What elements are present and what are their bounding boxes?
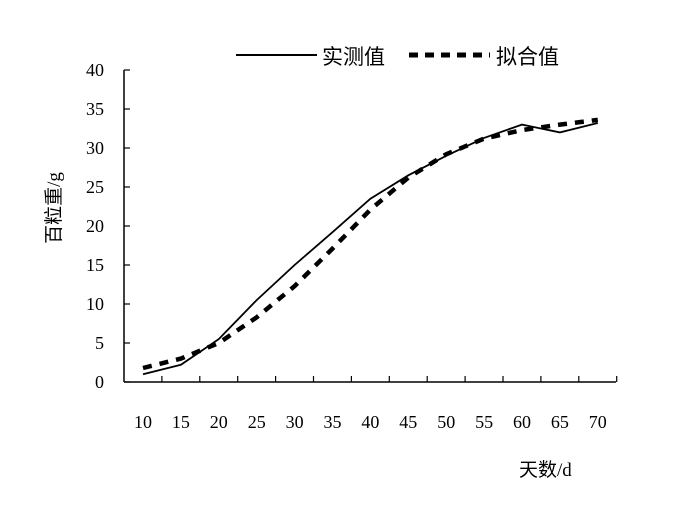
y-tick-label: 40	[86, 60, 104, 80]
y-tick-label: 25	[86, 177, 104, 197]
legend: 实测值 拟合值	[236, 45, 559, 69]
x-tick-label: 30	[286, 412, 304, 432]
x-tick-label: 65	[551, 412, 569, 432]
y-tick-label: 5	[95, 333, 104, 353]
legend-label-measured: 实测值	[322, 45, 385, 69]
x-tick-label: 10	[134, 412, 152, 432]
x-tick-label: 40	[361, 412, 379, 432]
x-tick-label: 45	[399, 412, 417, 432]
x-tick-label: 50	[437, 412, 455, 432]
x-axis-label: 天数/d	[519, 459, 572, 481]
y-tick-label: 20	[86, 216, 104, 236]
x-tick-label: 60	[513, 412, 531, 432]
y-tick-label: 30	[86, 138, 104, 158]
y-tick-label: 35	[86, 99, 104, 119]
x-tick-label: 35	[324, 412, 342, 432]
series-line-fitted	[142, 117, 599, 371]
axes: 0 5 10 15 20 25 30 35 40 10 15 20 25 30 35 40 45 50 55 60 65…	[86, 60, 618, 432]
legend-label-fitted: 拟合值	[496, 45, 559, 69]
x-tick-label: 70	[589, 412, 607, 432]
series-line-measured	[142, 122, 599, 376]
x-tick-label: 20	[210, 412, 228, 432]
x-tick-label: 25	[248, 412, 266, 432]
series-layer	[142, 117, 599, 376]
y-axis-label: 百粒重/g	[43, 172, 65, 244]
x-tick-label: 55	[475, 412, 493, 432]
y-tick-label: 15	[86, 255, 104, 275]
y-tick-label: 10	[86, 294, 104, 314]
x-tick-label: 15	[172, 412, 190, 432]
y-tick-label: 0	[95, 372, 104, 392]
